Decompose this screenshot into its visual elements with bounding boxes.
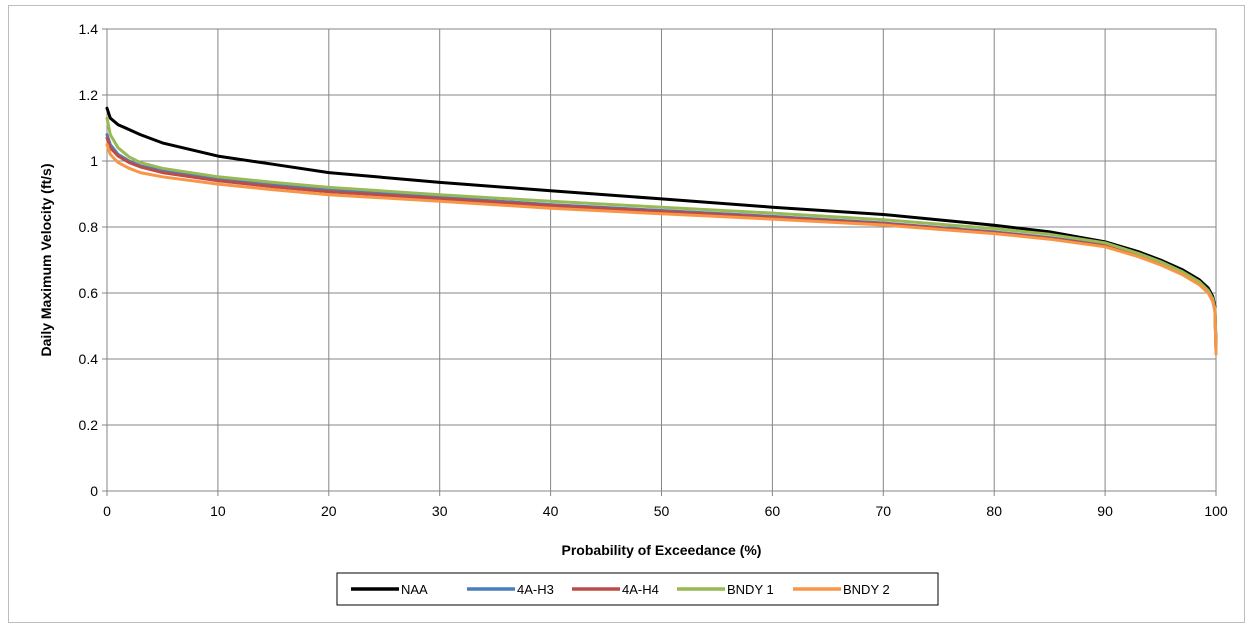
y-tick-label: 1 [90,153,98,169]
x-tick-label: 30 [432,503,448,519]
x-tick-label: 80 [986,503,1002,519]
x-tick-label: 50 [654,503,670,519]
y-axis-title: Daily Maximum Velocity (ft/s) [38,164,54,357]
x-tick-label: 60 [765,503,781,519]
y-tick-label: 0.4 [79,351,99,367]
chart-frame [8,5,1245,623]
grid-lines [106,28,1217,492]
x-tick-label: 90 [1097,503,1113,519]
x-tick-label: 100 [1204,503,1228,519]
y-tick-label: 0.2 [79,417,99,433]
x-tick-label: 10 [210,503,226,519]
x-tick-label: 20 [321,503,337,519]
y-tick-label: 0 [90,483,98,499]
legend-label: NAA [401,582,428,597]
y-tick-label: 1.4 [79,21,99,37]
x-axis-ticks: 0 10 20 30 40 50 60 70 80 90 100 [103,491,1228,519]
legend-label: BNDY 2 [843,582,890,597]
y-tick-label: 0.8 [79,219,99,235]
x-axis-title: Probability of Exceedance (%) [562,542,762,558]
y-tick-label: 0.6 [79,285,99,301]
legend-label: 4A-H3 [517,582,554,597]
legend-label: 4A-H4 [622,582,659,597]
series-line-naa [105,106,1218,348]
x-tick-label: 0 [103,503,111,519]
series-line-bndy-1 [105,116,1218,351]
y-tick-label: 1.2 [79,87,99,103]
x-tick-label: 40 [543,503,559,519]
series-lines [105,106,1218,356]
legend-label: BNDY 1 [727,582,774,597]
legend: NAA 4A-H3 4A-H4 BNDY 1 BNDY 2 [336,572,939,606]
series-line-bndy-2 [105,143,1218,356]
y-axis-ticks: 0 0.2 0.4 0.6 0.8 1 1.2 1.4 [79,21,107,499]
x-tick-label: 70 [876,503,892,519]
